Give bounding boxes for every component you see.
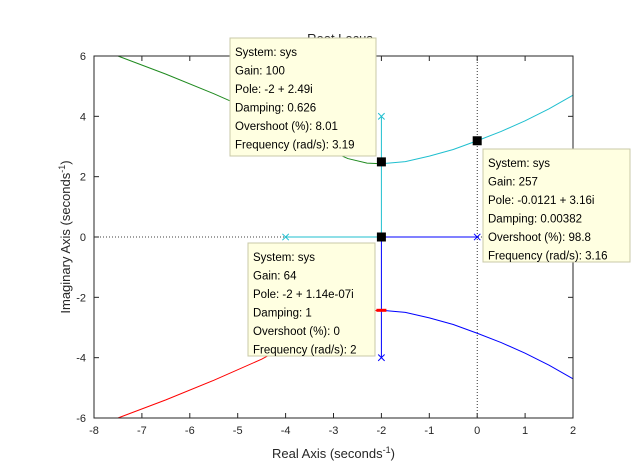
datatips: System: sys Gain: 100 Pole: -2 + 2.49i Damp… bbox=[229, 37, 631, 357]
y-tick-label: 4 bbox=[80, 111, 86, 123]
pole-x-marker bbox=[377, 112, 385, 120]
y-tick-label: 2 bbox=[80, 172, 86, 184]
x-axis-title: Real Axis (seconds-1) bbox=[272, 445, 395, 461]
x-tick-label: -5 bbox=[233, 425, 243, 437]
datatip-marker[interactable] bbox=[472, 136, 482, 146]
datatip-line: System: sys bbox=[488, 158, 550, 170]
y-axis-title-exponent: -1 bbox=[57, 165, 67, 173]
open-loop-poles bbox=[282, 112, 481, 362]
datatip-line: Gain: 257 bbox=[488, 177, 538, 189]
datatip-line: System: sys bbox=[235, 47, 297, 59]
y-tick-label: -2 bbox=[76, 292, 86, 304]
x-tick-label: -3 bbox=[329, 425, 339, 437]
datatip-marker[interactable] bbox=[376, 232, 386, 242]
x-axis-title-exponent: -1 bbox=[383, 445, 391, 455]
locus-branch-blue bbox=[381, 309, 574, 380]
datatip-line: System: sys bbox=[253, 252, 315, 264]
datatip-line: Gain: 100 bbox=[235, 66, 285, 78]
x-tick-label: -7 bbox=[137, 425, 147, 437]
x-axis-title-text: Real Axis (seconds bbox=[272, 446, 383, 461]
y-tick-label: -6 bbox=[76, 413, 86, 425]
datatip-line: Damping: 1 bbox=[253, 308, 312, 320]
datatip-box bbox=[482, 148, 631, 263]
datatip-box bbox=[247, 242, 376, 357]
y-axis-title-close: ) bbox=[58, 160, 73, 164]
axis-ticks: -8 -7 -6 -5 -4 -3 -2 -1 0 1 2 -6 -4 -2 0 2 4 6 bbox=[76, 51, 576, 437]
datatip-3[interactable]: System: sys Gain: 64 Pole: -2 + 1.14e-07i D… bbox=[247, 242, 376, 357]
x-axis-title-close: ) bbox=[391, 446, 395, 461]
pole-x-marker bbox=[377, 354, 385, 362]
datatip-line: Frequency (rad/s): 2 bbox=[253, 345, 357, 357]
x-tick-label: -2 bbox=[377, 425, 387, 437]
x-tick-label: -6 bbox=[185, 425, 195, 437]
datatip-1[interactable]: System: sys Gain: 100 Pole: -2 + 2.49i Damp… bbox=[229, 37, 377, 157]
data-markers bbox=[376, 136, 482, 312]
x-tick-label: -4 bbox=[281, 425, 291, 437]
datatip-line: Overshoot (%): 98.8 bbox=[488, 232, 591, 244]
datatip-line: Gain: 64 bbox=[253, 271, 297, 283]
x-tick-label: -8 bbox=[89, 425, 99, 437]
datatip-line: Pole: -0.0121 + 3.16i bbox=[488, 195, 594, 207]
datatip-line: Damping: 0.626 bbox=[235, 103, 316, 115]
datatip-line: Overshoot (%): 0 bbox=[253, 326, 340, 338]
y-axis-title-text: Imaginary Axis (seconds bbox=[58, 172, 73, 313]
highlighted-pole-marker bbox=[376, 308, 387, 312]
x-tick-label: 1 bbox=[522, 425, 528, 437]
datatip-box bbox=[229, 37, 377, 157]
datatip-line: Frequency (rad/s): 3.16 bbox=[488, 251, 608, 263]
datatip-marker[interactable] bbox=[376, 157, 386, 167]
datatip-line: Frequency (rad/s): 3.19 bbox=[235, 140, 355, 152]
datatip-line: Pole: -2 + 2.49i bbox=[235, 84, 313, 96]
pole-x-marker bbox=[473, 233, 481, 241]
x-tick-label: -1 bbox=[424, 425, 434, 437]
datatip-2[interactable]: System: sys Gain: 257 Pole: -0.0121 + 3.16… bbox=[482, 148, 631, 263]
y-axis-title: Imaginary Axis (seconds-1) bbox=[57, 160, 73, 313]
y-tick-label: 6 bbox=[80, 51, 86, 63]
y-tick-label: 0 bbox=[80, 232, 86, 244]
datatip-line: Overshoot (%): 8.01 bbox=[235, 121, 338, 133]
datatip-line: Pole: -2 + 1.14e-07i bbox=[253, 289, 354, 301]
x-tick-label: 0 bbox=[474, 425, 480, 437]
pole-x-marker bbox=[282, 233, 290, 241]
y-tick-label: -4 bbox=[76, 353, 86, 365]
x-tick-label: 2 bbox=[570, 425, 576, 437]
datatip-line: Damping: 0.00382 bbox=[488, 214, 582, 226]
